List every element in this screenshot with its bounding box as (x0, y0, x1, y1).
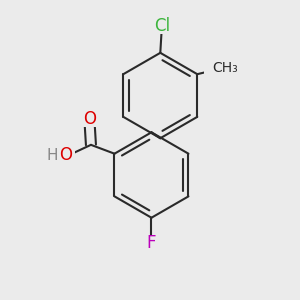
FancyBboxPatch shape (80, 112, 99, 127)
Text: O: O (59, 146, 72, 164)
FancyBboxPatch shape (204, 60, 245, 75)
FancyBboxPatch shape (57, 148, 75, 163)
Text: H: H (47, 148, 58, 163)
FancyBboxPatch shape (142, 236, 160, 251)
Text: Cl: Cl (154, 17, 170, 35)
Text: F: F (147, 234, 156, 252)
FancyBboxPatch shape (147, 19, 176, 34)
FancyBboxPatch shape (44, 148, 62, 163)
Text: O: O (83, 110, 96, 128)
Text: CH₃: CH₃ (212, 61, 238, 75)
